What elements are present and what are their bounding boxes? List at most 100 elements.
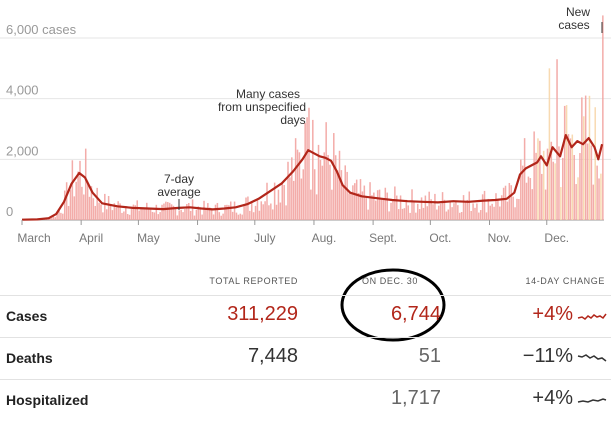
- daily-bar: [62, 214, 64, 220]
- daily-bar: [285, 205, 287, 220]
- daily-bar: [369, 182, 371, 220]
- daily-bar: [457, 205, 459, 220]
- daily-bar: [266, 183, 268, 220]
- daily-bar: [196, 210, 198, 220]
- daily-bar: [398, 209, 400, 220]
- daily-bar: [554, 163, 556, 220]
- daily-bar: [581, 97, 583, 220]
- x-tick-label: Nov.: [488, 231, 512, 245]
- daily-bar: [484, 191, 486, 220]
- daily-bar: [85, 149, 87, 220]
- daily-bar: [98, 203, 100, 220]
- daily-bar: [379, 190, 381, 220]
- daily-bar: [83, 194, 85, 220]
- daily-bar: [314, 169, 316, 220]
- daily-bar: [322, 166, 324, 220]
- daily-bar: [268, 205, 270, 220]
- daily-bar: [591, 145, 593, 220]
- hospitalized-sparkline: [577, 392, 607, 408]
- daily-bar: [593, 185, 595, 220]
- daily-bar: [234, 202, 236, 220]
- daily-bar: [270, 204, 272, 220]
- daily-bar: [247, 197, 249, 220]
- daily-bar: [165, 202, 167, 220]
- daily-bar: [51, 218, 53, 220]
- daily-bar: [419, 209, 421, 220]
- day-value: 51: [419, 345, 441, 368]
- daily-bar: [240, 214, 242, 220]
- daily-bar: [417, 204, 419, 220]
- daily-bar: [327, 155, 329, 220]
- daily-bar: [140, 209, 142, 220]
- daily-bar: [343, 186, 345, 220]
- daily-bar: [236, 213, 238, 220]
- daily-bar: [577, 177, 579, 220]
- daily-bar: [516, 199, 518, 220]
- daily-bar: [461, 212, 463, 220]
- x-tick-label: Aug.: [312, 231, 337, 245]
- daily-bar: [491, 204, 493, 220]
- daily-bar: [402, 209, 404, 220]
- daily-bar: [470, 211, 472, 220]
- daily-bar: [106, 209, 108, 220]
- daily-bar: [587, 144, 589, 220]
- daily-bar: [411, 189, 413, 220]
- change-value: +4%: [532, 303, 573, 326]
- daily-bar: [512, 197, 514, 220]
- daily-bar: [423, 208, 425, 220]
- daily-bar: [66, 182, 68, 220]
- daily-bar: [188, 203, 190, 220]
- day-value: 1,717: [391, 387, 441, 410]
- daily-bar: [304, 123, 306, 220]
- daily-bar: [409, 213, 411, 220]
- daily-bar: [249, 211, 251, 220]
- daily-bar: [526, 183, 528, 220]
- daily-bar: [488, 199, 490, 220]
- daily-bar: [169, 203, 171, 220]
- daily-bar: [303, 169, 305, 220]
- daily-bar: [438, 206, 440, 220]
- daily-bar: [432, 204, 434, 220]
- daily-bar: [365, 198, 367, 220]
- daily-bar: [117, 201, 119, 220]
- daily-bar: [539, 141, 541, 220]
- daily-bar: [520, 160, 522, 220]
- daily-bar: [81, 187, 83, 220]
- daily-bar: [541, 174, 543, 220]
- daily-bar: [293, 181, 295, 220]
- daily-bar: [167, 202, 169, 220]
- daily-bar: [341, 170, 343, 220]
- avg-annotation-line2: average: [157, 185, 201, 199]
- daily-bar: [530, 178, 532, 220]
- daily-bar: [77, 172, 79, 220]
- daily-bar: [528, 177, 530, 220]
- daily-bar: [388, 211, 390, 220]
- daily-bar: [356, 180, 358, 220]
- avg-annotation-line1: 7-day: [164, 172, 194, 186]
- daily-bar: [560, 187, 562, 220]
- daily-bar: [257, 199, 259, 220]
- daily-bar: [72, 160, 74, 220]
- daily-bar: [589, 96, 591, 220]
- daily-bar: [360, 179, 362, 220]
- daily-bar: [129, 215, 131, 220]
- y-tick-label: 0: [6, 204, 13, 219]
- daily-bar: [116, 207, 118, 220]
- daily-bar: [490, 206, 492, 220]
- daily-bar: [579, 153, 581, 220]
- daily-bar: [110, 205, 112, 220]
- daily-bar: [95, 206, 97, 220]
- y-tick-label: 4,000: [6, 83, 39, 98]
- daily-bar: [440, 204, 442, 220]
- daily-bar: [400, 195, 402, 220]
- daily-bar: [159, 212, 161, 220]
- daily-bar: [602, 15, 604, 220]
- daily-bar: [386, 193, 388, 220]
- daily-bar: [219, 212, 221, 220]
- daily-bar: [564, 106, 566, 220]
- daily-bar: [154, 212, 156, 220]
- daily-bar: [465, 202, 467, 220]
- daily-bar: [144, 209, 146, 220]
- daily-bar: [251, 202, 253, 220]
- daily-bar: [272, 209, 274, 220]
